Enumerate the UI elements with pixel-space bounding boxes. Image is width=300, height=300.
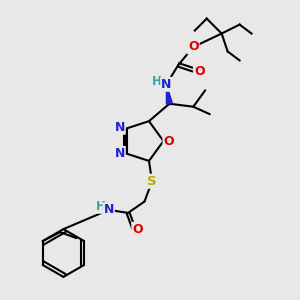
Text: N: N bbox=[161, 78, 172, 91]
Text: O: O bbox=[194, 65, 205, 78]
Text: N: N bbox=[115, 147, 125, 160]
Text: N: N bbox=[115, 121, 125, 134]
Text: H: H bbox=[96, 200, 106, 213]
Text: H: H bbox=[152, 75, 162, 88]
Text: O: O bbox=[132, 223, 143, 236]
Polygon shape bbox=[167, 84, 172, 104]
Text: N: N bbox=[103, 203, 114, 216]
Text: O: O bbox=[164, 134, 174, 148]
Text: O: O bbox=[188, 40, 199, 53]
Text: S: S bbox=[147, 175, 157, 188]
